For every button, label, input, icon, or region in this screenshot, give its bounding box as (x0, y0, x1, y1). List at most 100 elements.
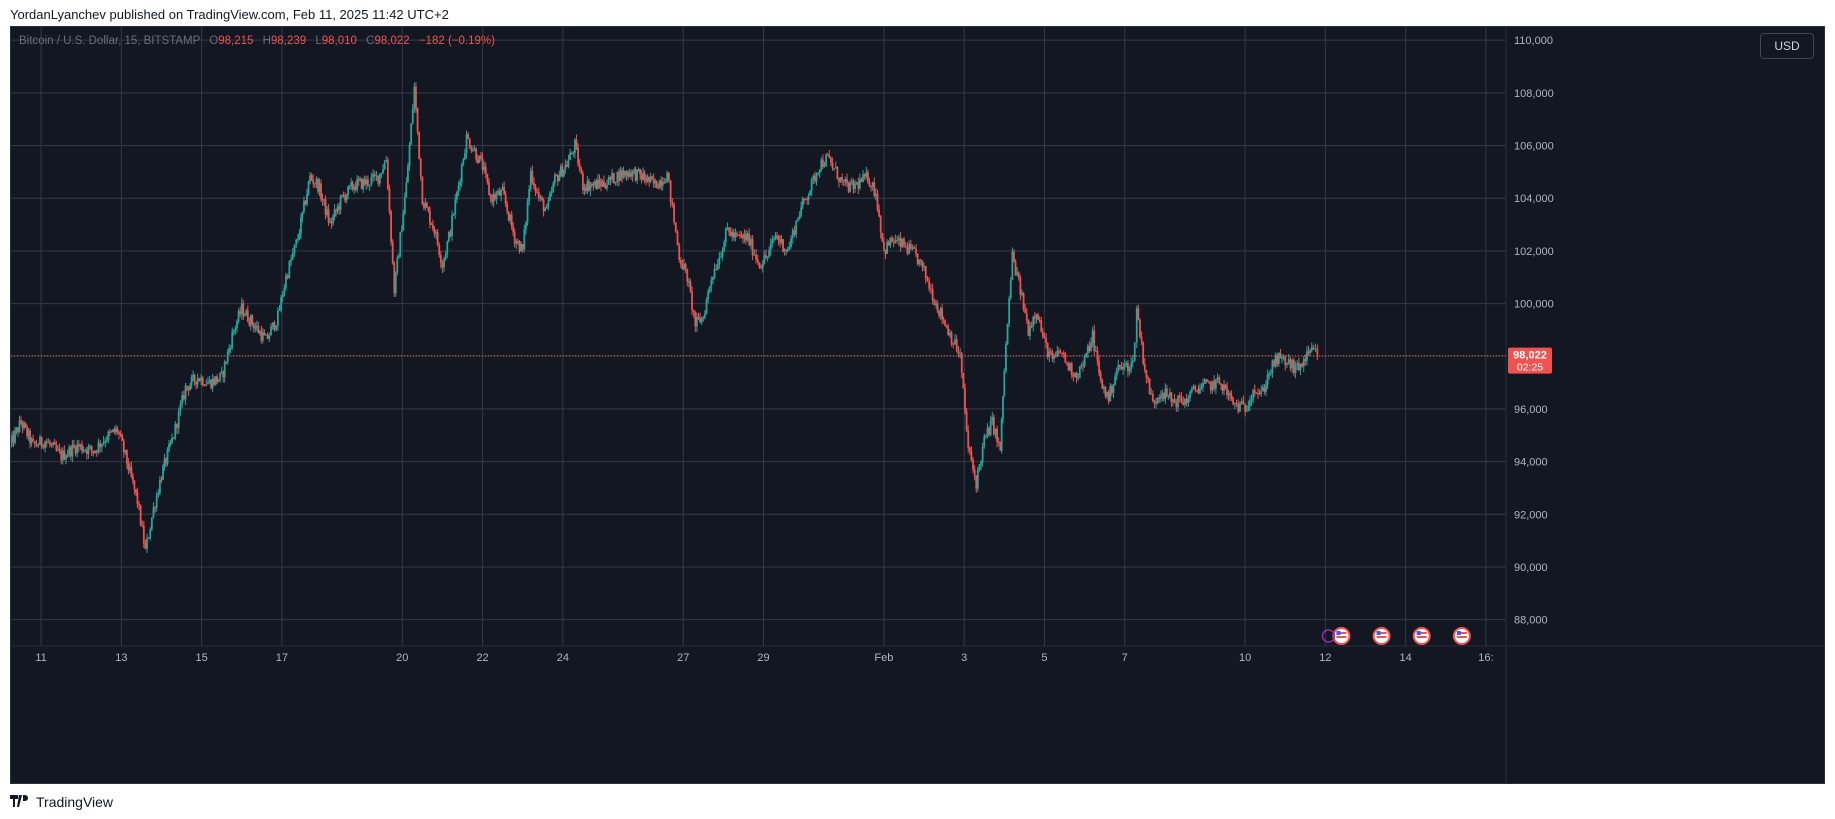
candle-body (422, 204, 425, 208)
candle-body (1289, 359, 1292, 369)
candle-body (1233, 402, 1236, 404)
candle-body (857, 182, 860, 189)
candle-body (700, 317, 703, 323)
x-tick-label: 20 (396, 652, 408, 664)
candle-body (817, 172, 819, 175)
candle-body (628, 172, 631, 177)
candle-body (957, 351, 960, 355)
candle-body (1139, 319, 1141, 337)
candle-body (868, 182, 871, 187)
candle-body (823, 165, 826, 167)
candle-body (390, 211, 392, 242)
y-tick-label: 106,000 (1514, 141, 1554, 153)
candle-body (630, 172, 632, 177)
candle-body (1112, 385, 1115, 393)
candle-body (132, 476, 134, 481)
candle-body (1213, 380, 1216, 389)
candle-body (575, 139, 578, 148)
candle-body (239, 311, 242, 314)
candle-body (254, 326, 257, 329)
candle-body (1128, 369, 1131, 372)
candle-body (860, 179, 863, 183)
candle-body (68, 447, 71, 455)
candle-body (1199, 387, 1201, 394)
candle-body (686, 268, 689, 283)
candle-body (359, 178, 362, 181)
candle-body (1056, 350, 1059, 357)
candle-body (989, 420, 992, 435)
candle-body (609, 177, 612, 180)
candle-body (14, 430, 16, 443)
candle-body (1310, 347, 1313, 351)
candle-body (648, 176, 651, 182)
candle-body (133, 480, 136, 490)
candle-body (1049, 351, 1052, 353)
chart-panel[interactable]: 88,00090,00092,00094,00096,00098,000100,… (10, 26, 1825, 784)
candle-body (1224, 384, 1227, 388)
candle-body (1025, 313, 1028, 321)
candle-body (60, 450, 63, 461)
candle-body (652, 178, 655, 184)
candle-body (534, 186, 537, 192)
candle-body (1263, 387, 1266, 392)
candle-body (1101, 379, 1104, 389)
candle-body (1024, 309, 1027, 314)
candle-body (1148, 378, 1151, 395)
currency-button[interactable]: USD (1760, 33, 1814, 59)
candle-body (844, 179, 847, 182)
candle-body (800, 207, 803, 216)
candle-body (375, 175, 378, 177)
candle-body (454, 199, 457, 215)
news-icon[interactable] (1321, 629, 1336, 643)
candle-body (847, 183, 850, 192)
candle-body (863, 174, 866, 177)
candle-body (1090, 342, 1092, 352)
candle-body (1151, 393, 1154, 402)
candle-body (809, 190, 812, 196)
candle-body (1143, 363, 1146, 371)
candle-body (810, 179, 813, 191)
candle-body (642, 172, 645, 180)
candle-body (1119, 364, 1121, 367)
candle-body (211, 378, 214, 389)
candle-body (275, 325, 278, 330)
symbol-name[interactable]: Bitcoin / U.S. Dollar, 15, BITSTAMP (19, 35, 201, 47)
candle-body (94, 450, 96, 454)
candle-body (870, 186, 872, 188)
candle-body (991, 417, 994, 421)
candle-body (324, 199, 327, 215)
candle-body (918, 259, 921, 265)
candle-body (413, 86, 416, 110)
candlestick-chart[interactable]: 88,00090,00092,00094,00096,00098,000100,… (11, 27, 1824, 783)
candle-body (1074, 372, 1076, 377)
candle-body (1135, 308, 1138, 343)
candle-body (447, 231, 450, 242)
footer-brand[interactable]: TradingView (10, 794, 113, 810)
candle-body (724, 228, 727, 242)
candle-body (118, 432, 120, 435)
candle-body (20, 420, 22, 423)
flag-stripe (1336, 632, 1347, 634)
candle-body (263, 332, 266, 336)
candle-body (729, 231, 732, 237)
candle-body (1200, 387, 1203, 389)
y-tick-label: 96,000 (1514, 404, 1548, 416)
candle-body (806, 199, 809, 201)
candle-body (988, 427, 990, 435)
candle-body (850, 181, 853, 183)
candle-body (1158, 397, 1161, 399)
candle-body (1150, 393, 1153, 395)
candle-body (1206, 379, 1209, 382)
candle-body (813, 175, 816, 182)
candle-body (424, 202, 427, 208)
candle-body (521, 243, 524, 250)
candle-body (348, 185, 351, 187)
candle-body (1109, 386, 1112, 402)
candle-body (536, 191, 539, 193)
candle-body (678, 244, 681, 260)
candle-body (483, 166, 486, 170)
flag-canton (1336, 631, 1341, 635)
candle-body (149, 529, 152, 538)
candle-body (1291, 359, 1294, 369)
candle-body (592, 184, 595, 186)
